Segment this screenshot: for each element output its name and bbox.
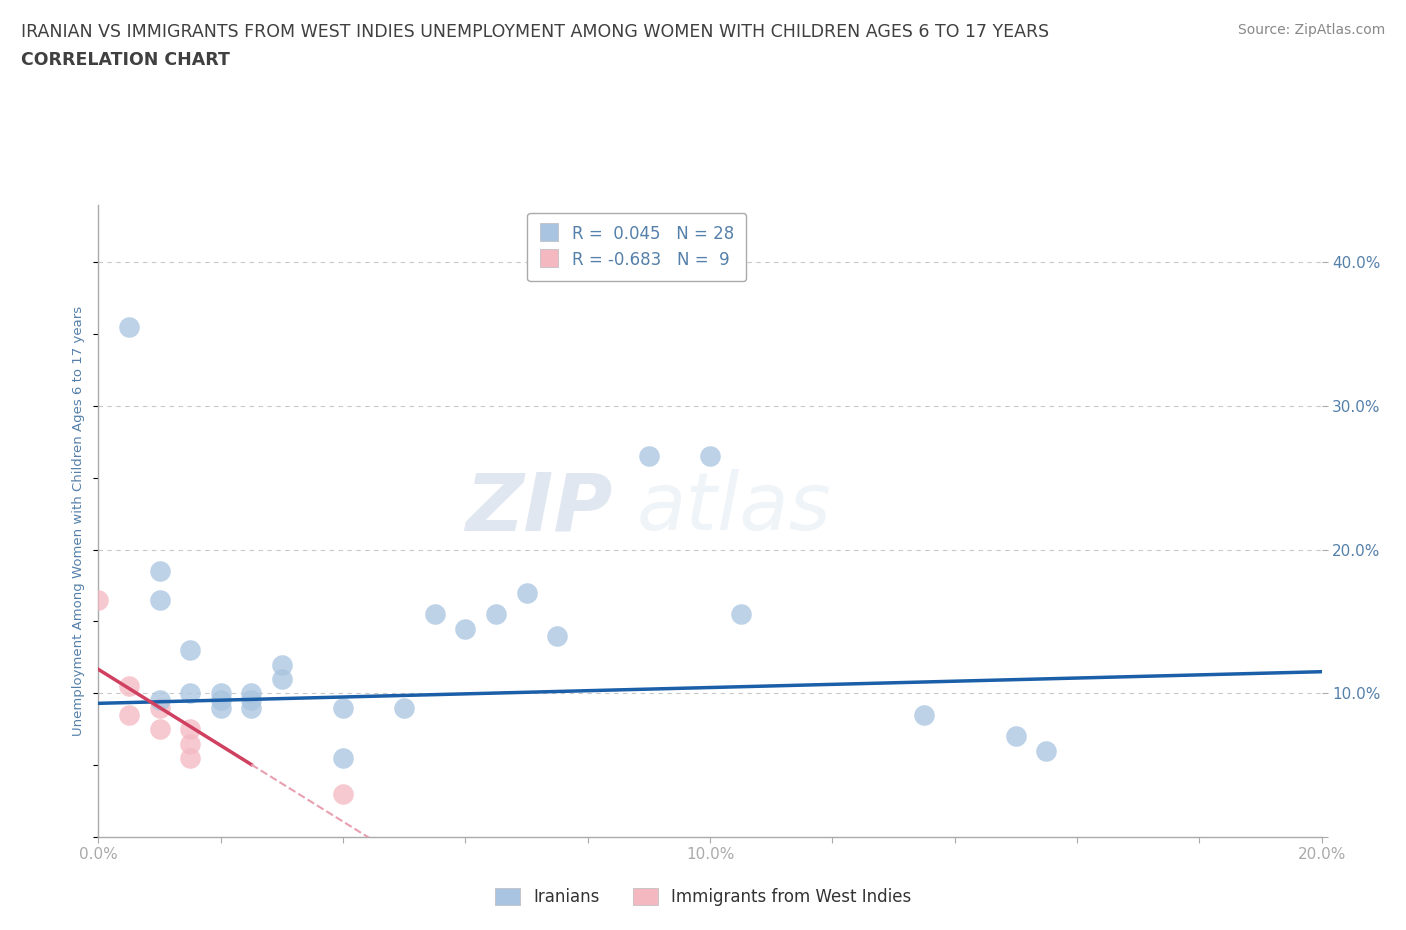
Point: [240, 693, 263, 708]
Point: [699, 448, 721, 463]
Point: [209, 685, 232, 700]
Point: [546, 629, 568, 644]
Point: [179, 643, 201, 658]
Point: [179, 722, 201, 737]
Point: [332, 787, 354, 802]
Point: [270, 671, 292, 686]
Point: [149, 564, 172, 578]
Point: [149, 700, 172, 715]
Point: [454, 621, 477, 636]
Point: [730, 606, 752, 621]
Point: [118, 679, 141, 694]
Point: [87, 592, 110, 607]
Point: [270, 658, 292, 672]
Point: [209, 700, 232, 715]
Point: [118, 708, 141, 723]
Text: ZIP: ZIP: [465, 469, 612, 547]
Point: [240, 685, 263, 700]
Legend: Iranians, Immigrants from West Indies: Iranians, Immigrants from West Indies: [488, 881, 918, 912]
Point: [1035, 743, 1057, 758]
Point: [423, 606, 446, 621]
Point: [332, 700, 354, 715]
Point: [149, 722, 172, 737]
Legend: R =  0.045   N = 28, R = -0.683   N =  9: R = 0.045 N = 28, R = -0.683 N = 9: [527, 213, 747, 281]
Point: [392, 700, 416, 715]
Point: [332, 751, 354, 765]
Point: [209, 693, 232, 708]
Text: CORRELATION CHART: CORRELATION CHART: [21, 51, 231, 69]
Point: [516, 585, 538, 600]
Point: [179, 737, 201, 751]
Point: [1004, 729, 1026, 744]
Point: [912, 708, 935, 723]
Point: [179, 685, 201, 700]
Point: [485, 606, 508, 621]
Point: [240, 700, 263, 715]
Point: [149, 693, 172, 708]
Text: Source: ZipAtlas.com: Source: ZipAtlas.com: [1237, 23, 1385, 37]
Point: [637, 448, 661, 463]
Point: [179, 751, 201, 765]
Text: atlas: atlas: [637, 469, 831, 547]
Point: [118, 319, 141, 334]
Y-axis label: Unemployment Among Women with Children Ages 6 to 17 years: Unemployment Among Women with Children A…: [72, 306, 86, 736]
Point: [149, 592, 172, 607]
Text: IRANIAN VS IMMIGRANTS FROM WEST INDIES UNEMPLOYMENT AMONG WOMEN WITH CHILDREN AG: IRANIAN VS IMMIGRANTS FROM WEST INDIES U…: [21, 23, 1049, 41]
